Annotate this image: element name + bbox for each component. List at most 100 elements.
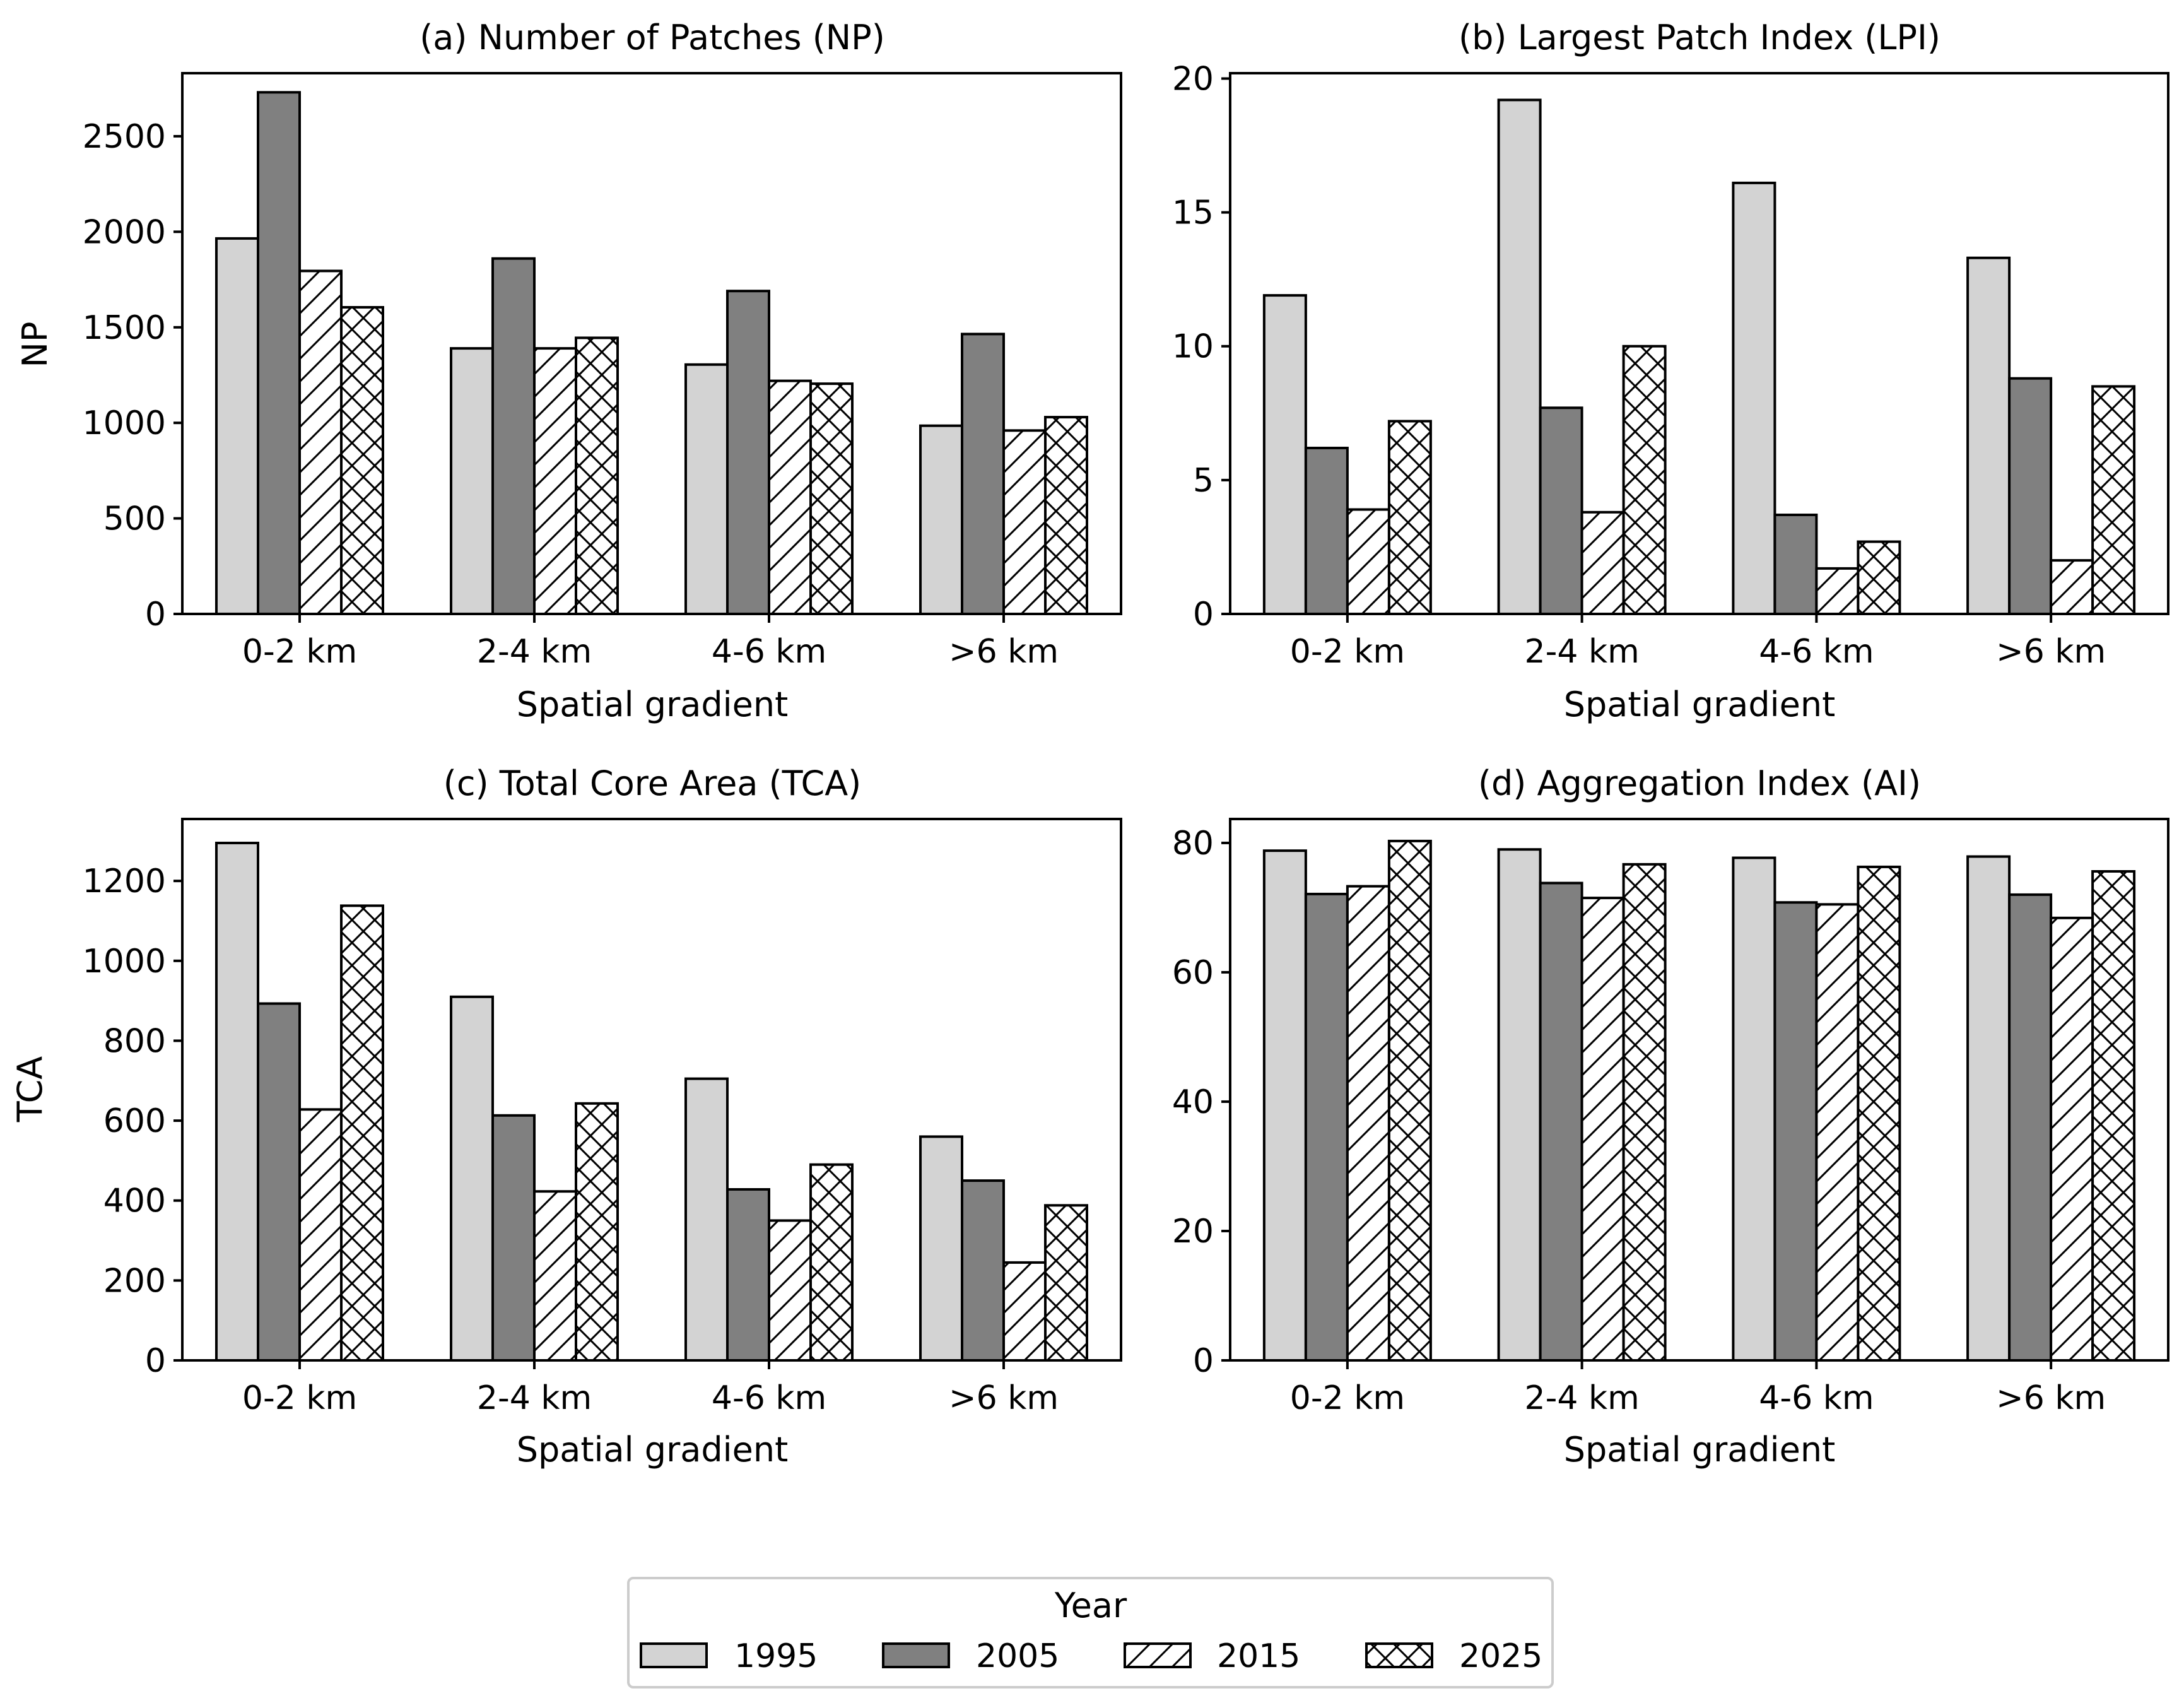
xtick-label-c-3: >6 km <box>949 1379 1059 1417</box>
ytick-label-d-60: 60 <box>1172 954 1214 992</box>
ytick-label-b-0: 0 <box>1193 596 1214 633</box>
bar-a-2005-2 <box>726 290 770 615</box>
xtick-label-d-0: 0-2 km <box>1290 1379 1405 1417</box>
bar-b-2025-0 <box>1387 420 1432 615</box>
bar-d-2025-1 <box>1622 863 1667 1362</box>
bar-b-1995-0 <box>1262 294 1307 615</box>
panel-a: (a) Number of Patches (NP) NP Spatial gr… <box>15 18 1122 724</box>
xtick-label-d-2: 4-6 km <box>1759 1379 1874 1417</box>
bar-d-1995-2 <box>1732 856 1776 1362</box>
bar-c-2005-2 <box>726 1188 770 1362</box>
legend-item-2005: 2005 <box>882 1637 1059 1675</box>
bar-a-2025-3 <box>1044 416 1088 615</box>
axes-frame-c <box>181 818 1122 1362</box>
ytick-label-b-15: 15 <box>1172 194 1214 232</box>
bar-b-2005-2 <box>1773 514 1818 615</box>
bar-a-2015-2 <box>768 379 812 615</box>
bar-d-2015-2 <box>1815 903 1860 1362</box>
bar-c-2005-3 <box>961 1179 1005 1362</box>
xtick-label-d-1: 2-4 km <box>1525 1379 1640 1417</box>
bar-a-2015-3 <box>1002 429 1047 615</box>
panel-a-ylabel: NP <box>15 322 55 368</box>
bar-d-1995-1 <box>1497 848 1542 1362</box>
bar-b-2015-2 <box>1815 567 1860 616</box>
ytick-label-b-10: 10 <box>1172 328 1214 366</box>
bar-a-1995-0 <box>215 237 259 615</box>
ytick-label-c-400: 400 <box>103 1182 166 1220</box>
xtick-label-c-1: 2-4 km <box>477 1379 592 1417</box>
xtick-label-a-1: 2-4 km <box>477 633 592 671</box>
bar-c-1995-0 <box>215 842 259 1362</box>
legend-label-1995: 1995 <box>734 1637 818 1675</box>
panel-c-ylabel: TCA <box>10 1056 50 1123</box>
ytick-label-d-80: 80 <box>1172 825 1214 863</box>
bar-a-2015-1 <box>533 347 577 615</box>
xtick-label-c-0: 0-2 km <box>242 1379 357 1417</box>
panel-d-xlabel: Spatial gradient <box>1564 1430 1836 1470</box>
bar-b-2005-1 <box>1539 406 1583 615</box>
xtick-label-a-2: 4-6 km <box>712 633 826 671</box>
panel-c-plot: 0 200 400 600 800 1000 1200 0-2 km 2-4 km 4-6 km >… <box>83 818 1122 1417</box>
bar-b-2025-1 <box>1622 345 1667 615</box>
ytick-label-a-1000: 1000 <box>83 404 166 442</box>
panel-b-plot: 0 5 10 15 20 0-2 km 2-4 km 4-6 km >6 km <box>1172 60 2169 671</box>
xtick-label-d-3: >6 km <box>1996 1379 2106 1417</box>
bar-b-2015-0 <box>1346 508 1390 615</box>
ytick-label-d-40: 40 <box>1172 1083 1214 1121</box>
ytick-label-a-500: 500 <box>103 500 166 538</box>
legend-swatch-2015 <box>1124 1642 1192 1668</box>
ytick-label-d-0: 0 <box>1193 1342 1214 1380</box>
bar-c-2025-1 <box>575 1102 619 1362</box>
xtick-label-b-1: 2-4 km <box>1525 633 1640 671</box>
bar-d-2015-3 <box>2050 916 2094 1362</box>
bar-d-2015-1 <box>1580 897 1625 1362</box>
bar-c-2025-0 <box>340 904 384 1362</box>
bar-b-2015-1 <box>1580 510 1625 615</box>
legend-frame <box>627 1577 1554 1688</box>
bar-c-2015-2 <box>768 1219 812 1362</box>
legend-swatch-1995 <box>640 1642 708 1668</box>
xtick-label-b-2: 4-6 km <box>1759 633 1874 671</box>
bar-d-2005-0 <box>1304 892 1349 1362</box>
bar-d-2025-0 <box>1387 839 1432 1362</box>
ytick-label-c-600: 600 <box>103 1102 166 1140</box>
panel-b: (b) Largest Patch Index (LPI) Spatial gr… <box>1172 18 2169 724</box>
xtick-label-a-0: 0-2 km <box>242 633 357 671</box>
panel-b-xlabel: Spatial gradient <box>1564 685 1836 724</box>
axes-frame-d <box>1229 818 2169 1362</box>
panel-d-plot: 0 20 40 60 80 0-2 km 2-4 km 4-6 km >6 km <box>1172 818 2169 1417</box>
bar-c-2015-1 <box>533 1190 577 1362</box>
bar-a-2005-0 <box>257 91 301 616</box>
bar-a-1995-2 <box>684 363 729 615</box>
axes-frame-b <box>1229 72 2169 615</box>
ytick-label-b-20: 20 <box>1172 60 1214 98</box>
bar-c-1995-2 <box>684 1077 729 1362</box>
ytick-label-c-1000: 1000 <box>83 943 166 981</box>
ytick-label-a-0: 0 <box>145 596 166 633</box>
panel-a-plot: 0 500 1000 1500 2000 2500 0-2 km 2-4 km 4-6 km >6… <box>83 72 1122 671</box>
panel-c-title: (c) Total Core Area (TCA) <box>443 763 861 803</box>
ytick-label-a-2000: 2000 <box>83 213 166 251</box>
legend-label-2015: 2015 <box>1217 1637 1300 1675</box>
ytick-label-c-1200: 1200 <box>83 863 166 900</box>
bar-a-2015-0 <box>298 269 343 615</box>
bar-b-1995-1 <box>1497 98 1542 615</box>
xtick-label-b-0: 0-2 km <box>1290 633 1405 671</box>
bar-d-2005-1 <box>1539 881 1583 1362</box>
ytick-label-d-20: 20 <box>1172 1213 1214 1251</box>
xtick-label-a-3: >6 km <box>949 633 1059 671</box>
bar-a-2005-1 <box>491 257 536 615</box>
bar-c-1995-1 <box>450 995 494 1362</box>
bar-d-2025-2 <box>1857 865 1901 1362</box>
bar-b-2025-2 <box>1857 540 1901 615</box>
legend-label-2005: 2005 <box>976 1637 1059 1675</box>
legend-label-2025: 2025 <box>1459 1637 1542 1675</box>
legend-swatch-2005 <box>882 1642 950 1668</box>
legend-title: Year <box>1054 1586 1127 1625</box>
bar-b-2005-3 <box>2008 377 2053 615</box>
ytick-label-b-5: 5 <box>1193 462 1214 500</box>
ytick-label-a-1500: 1500 <box>83 309 166 347</box>
bar-a-1995-1 <box>450 347 494 615</box>
bar-a-2025-2 <box>809 382 854 615</box>
bar-c-1995-3 <box>919 1135 963 1362</box>
